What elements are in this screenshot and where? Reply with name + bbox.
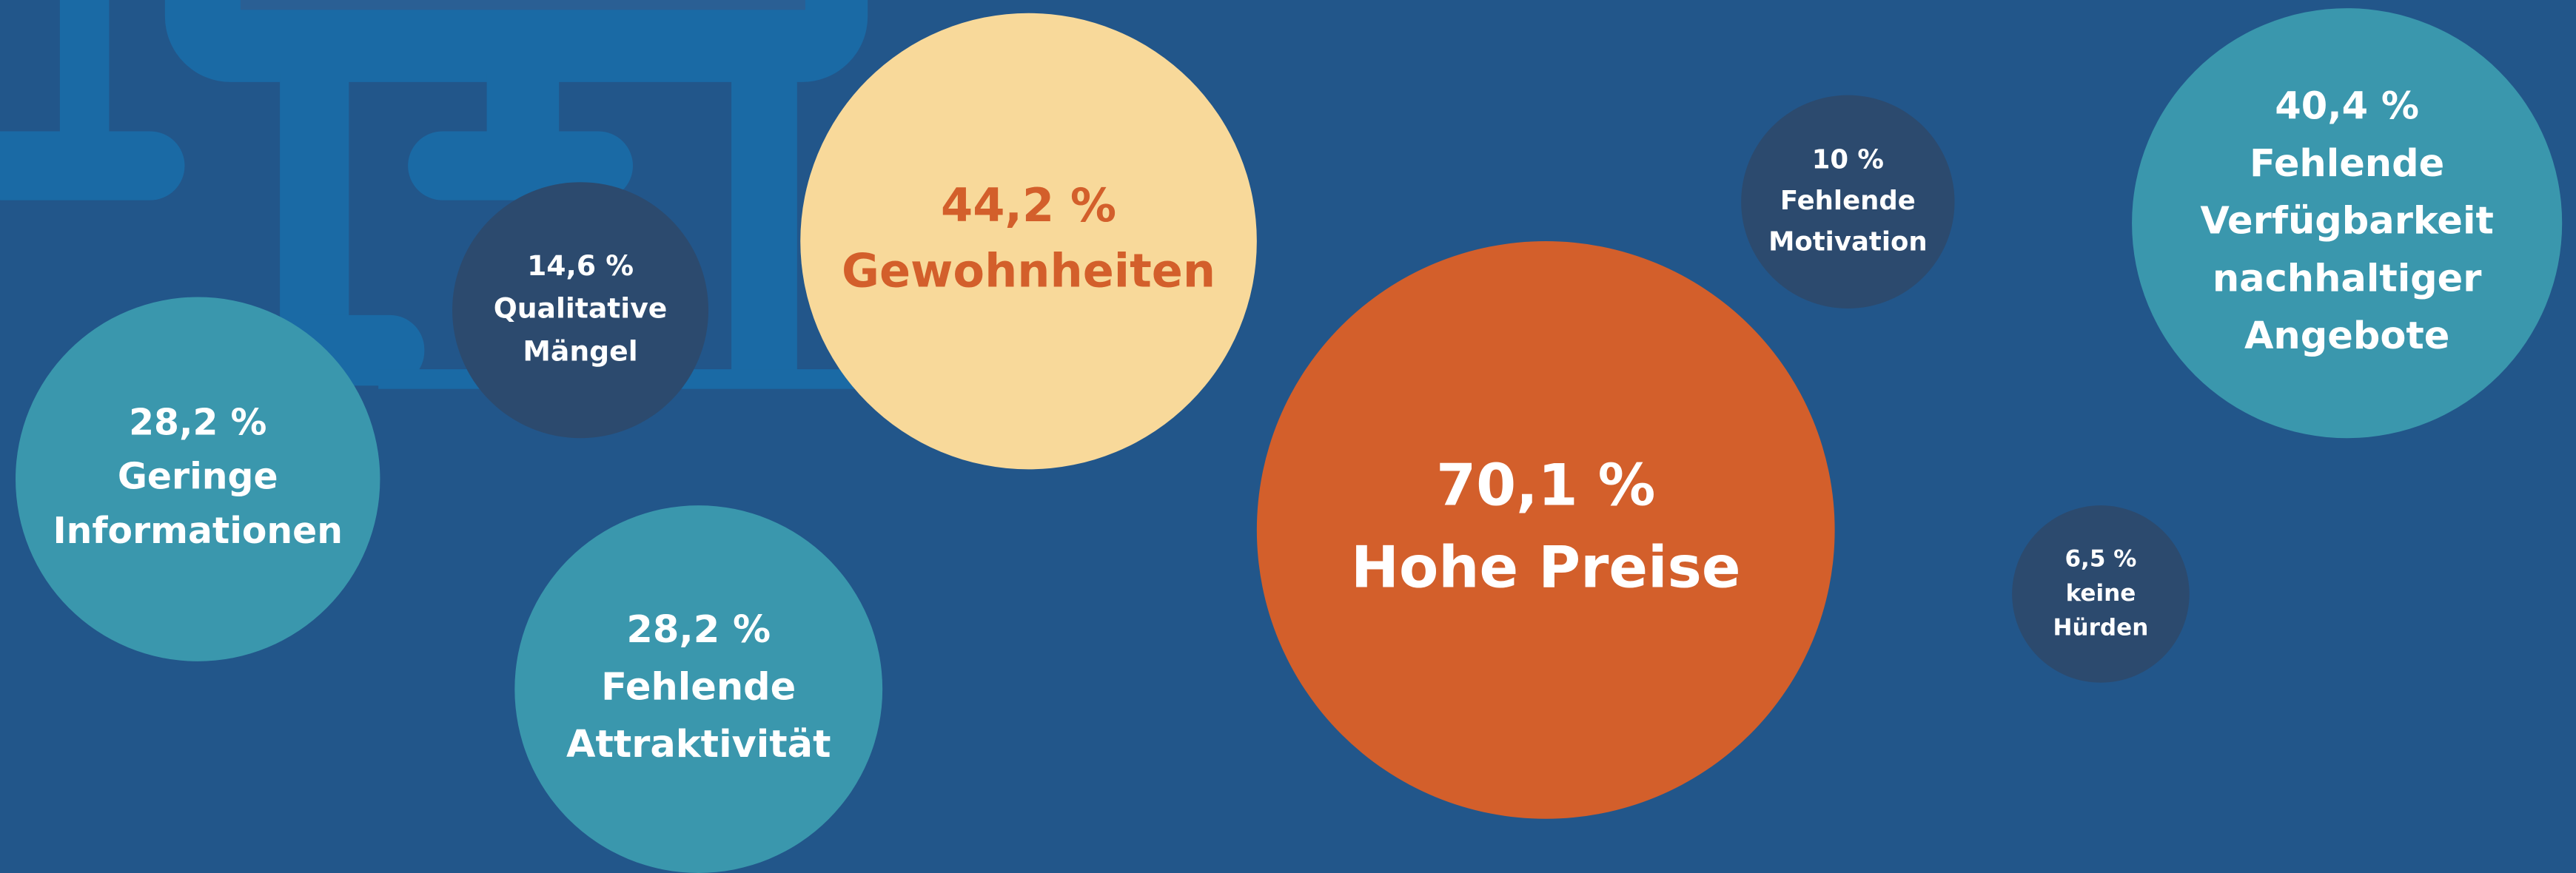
bubble-label: Hohe Preise: [1351, 534, 1741, 601]
bubble-label: Qualitative: [494, 292, 668, 325]
bubble-label: Hürden: [2053, 615, 2149, 641]
bubble-label: Informationen: [53, 510, 343, 552]
bubble-label: Fehlende: [601, 666, 796, 709]
decoration: [0, 0, 868, 389]
bubble: [1256, 241, 1835, 819]
bubble: [800, 13, 1257, 470]
bubble-label: Geringe: [118, 456, 278, 498]
bubble: [452, 182, 709, 439]
bubble-label: Verfügbarkeit: [2200, 200, 2493, 243]
bubble-label: Attraktivität: [566, 723, 831, 766]
bubble-label: Mängel: [523, 334, 637, 367]
bubble-value: 40,4 %: [2275, 84, 2419, 128]
deco-top: [164, 0, 868, 82]
deco-bar: [59, 0, 110, 140]
bubble-value: 14,6 %: [527, 249, 634, 282]
deco-bar: [731, 73, 797, 386]
bubble-value: 28,2 %: [129, 401, 266, 443]
deco-pill: [0, 131, 185, 200]
bubble: [2012, 505, 2190, 683]
bubble-value: 10 %: [1812, 144, 1884, 175]
bubble-label: keine: [2066, 580, 2136, 607]
bubble-value: 6,5 %: [2065, 545, 2136, 572]
bubble: [2132, 8, 2563, 439]
bubble-value: 70,1 %: [1436, 452, 1655, 519]
bubble-label: nachhaltiger: [2213, 257, 2482, 300]
bubble: [1741, 95, 1955, 309]
bubble-label: Gewohnheiten: [842, 243, 1215, 297]
bubble: [16, 297, 380, 661]
bubble-label: Fehlende: [1780, 186, 1916, 216]
bubble-label: Fehlende: [2250, 142, 2444, 186]
bubble: [514, 505, 883, 873]
deco-slot: [240, 0, 805, 10]
bubble-value: 44,2 %: [941, 178, 1116, 232]
bubble-label: Angebote: [2244, 314, 2449, 358]
bubble-label: Motivation: [1768, 226, 1928, 257]
bubble-value: 28,2 %: [626, 608, 771, 652]
